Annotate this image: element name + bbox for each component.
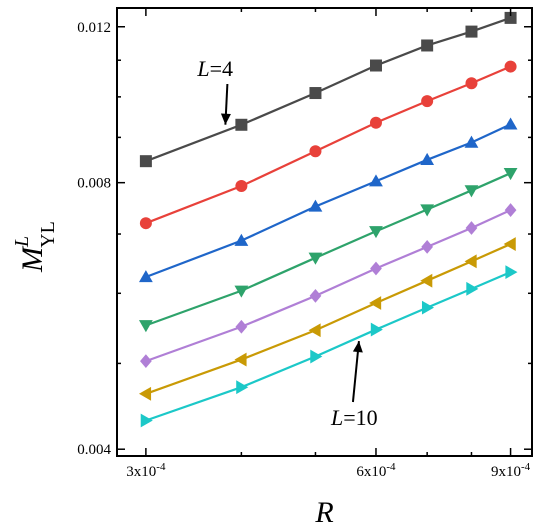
data-point-s6-5 xyxy=(420,273,433,288)
annotations: L=4 L=10 xyxy=(196,56,377,430)
data-point-s3-2 xyxy=(234,233,249,246)
data-point-s5-2 xyxy=(235,319,248,334)
data-point-s3-5 xyxy=(420,152,435,165)
data-point-s4-2 xyxy=(234,285,249,298)
data-point-s7-1 xyxy=(140,413,153,428)
data-point-s1-5 xyxy=(421,39,434,52)
y-tick-label: 0.004 xyxy=(77,442,111,458)
data-point-s1-2 xyxy=(235,118,248,131)
annotation-l4-arrow-head xyxy=(220,113,231,125)
data-point-s3-3 xyxy=(308,199,323,212)
data-point-s5-6 xyxy=(465,221,478,235)
annotation-l10: L=10 xyxy=(330,405,378,430)
data-point-s2-7 xyxy=(504,60,517,73)
data-point-s2-4 xyxy=(369,116,382,129)
data-point-s4-5 xyxy=(420,204,435,217)
data-point-s6-3 xyxy=(308,323,321,338)
data-point-s2-2 xyxy=(235,180,248,193)
data-point-s5-1 xyxy=(140,354,152,369)
series-line-4 xyxy=(145,172,512,327)
data-point-s6-2 xyxy=(234,352,247,367)
data-point-s7-7 xyxy=(505,265,518,280)
data-point-s4-6 xyxy=(464,185,479,198)
x-tick-label: 3x10-4 xyxy=(126,461,166,480)
data-point-s4-4 xyxy=(369,226,383,239)
x-tick-label: 6x10-4 xyxy=(356,461,396,480)
plot-frame xyxy=(116,7,533,457)
data-point-s7-6 xyxy=(466,281,479,296)
data-point-s7-4 xyxy=(370,322,383,337)
data-point-s4-1 xyxy=(138,320,153,333)
annotation-l4: L=4 xyxy=(196,56,233,81)
data-point-s6-7 xyxy=(503,237,516,251)
data-point-s5-4 xyxy=(370,261,382,276)
axis-tick-labels: 3x10-4 6x10-4 9x10-4 0.004 0.008 0.012 xyxy=(77,20,530,480)
data-point-s6-4 xyxy=(369,296,382,310)
data-point-s2-5 xyxy=(421,95,434,108)
data-point-s5-3 xyxy=(309,288,322,303)
data-point-s7-2 xyxy=(236,380,249,395)
data-point-s3-4 xyxy=(369,174,383,187)
data-point-s1-4 xyxy=(369,59,382,72)
data-point-s3-6 xyxy=(464,135,479,148)
data-point-s5-5 xyxy=(421,239,434,254)
series-line-2 xyxy=(145,65,512,225)
plot-markers xyxy=(138,11,518,428)
data-point-s7-3 xyxy=(310,349,323,364)
data-point-s6-6 xyxy=(464,254,477,269)
data-point-s1-6 xyxy=(465,25,478,38)
data-point-s7-5 xyxy=(421,300,435,315)
data-point-s1-7 xyxy=(504,11,517,24)
x-tick-label: 9x10-4 xyxy=(491,461,531,480)
y-tick-label: 0.008 xyxy=(77,176,111,192)
data-point-s3-7 xyxy=(503,117,518,130)
y-axis-title: ML YL xyxy=(11,221,59,273)
series-line-6 xyxy=(145,243,512,395)
data-point-s2-6 xyxy=(465,77,478,90)
series-line-7 xyxy=(145,271,512,422)
data-point-s6-1 xyxy=(138,386,152,401)
data-point-s5-7 xyxy=(504,203,517,217)
data-point-s2-1 xyxy=(139,217,152,230)
y-tick-label: 0.012 xyxy=(77,20,111,36)
x-axis-title: R xyxy=(314,496,333,529)
data-point-s3-1 xyxy=(138,270,153,283)
series-line-5 xyxy=(145,209,512,363)
series-line-3 xyxy=(145,123,512,279)
data-point-s4-3 xyxy=(308,252,323,265)
data-point-s1-3 xyxy=(309,87,322,100)
annotation-l10-arrow-head xyxy=(352,341,363,353)
data-point-s4-7 xyxy=(503,168,518,181)
data-point-s1-1 xyxy=(139,155,152,168)
axis-ticks xyxy=(117,8,532,456)
data-point-s2-3 xyxy=(309,145,322,158)
